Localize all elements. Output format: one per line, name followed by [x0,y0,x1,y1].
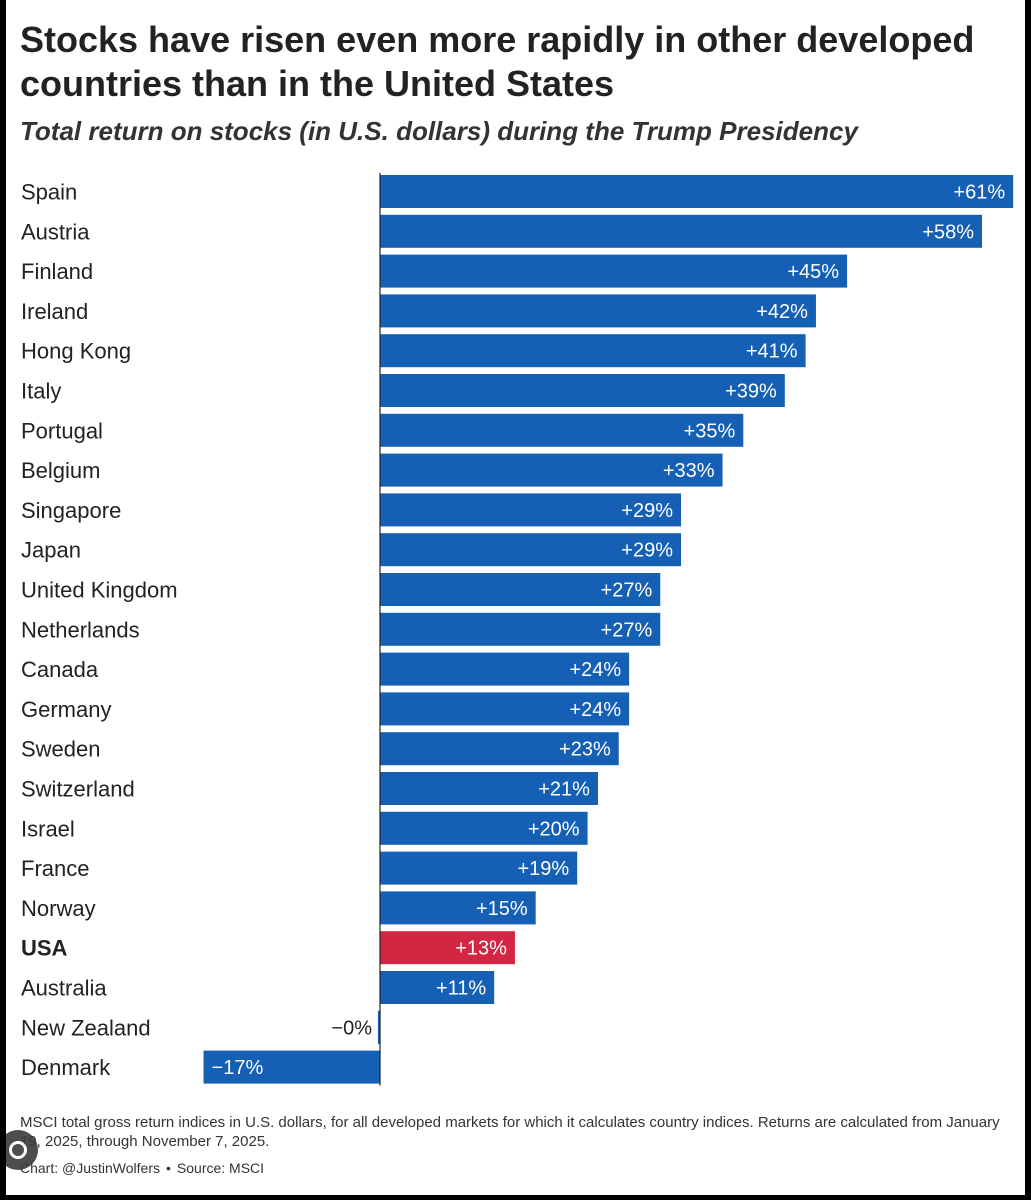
value-label-finland: +45% [787,261,839,283]
category-label-japan: Japan [21,538,81,563]
value-label-sweden: +23% [559,739,611,761]
bar-usa [380,931,515,965]
bar-belgium [380,453,723,487]
value-label-france: +19% [518,858,570,880]
credit-line: Chart: @JustinWolfers • Source: MSCI [20,1159,264,1177]
category-label-norway: Norway [21,896,96,921]
credit-separator: • [166,1160,171,1176]
value-label-australia: +11% [436,978,486,1000]
bar-australia [380,971,495,1004]
chart-title: Stocks have risen even more rapidly in o… [20,19,975,104]
bar-canada [380,652,630,686]
value-label-germany: +24% [569,699,621,721]
category-label-austria: Austria [21,219,90,244]
category-label-united-kingdom: United Kingdom [21,578,178,603]
category-label-sweden: Sweden [21,737,101,762]
category-label-netherlands: Netherlands [21,617,140,642]
bar-sweden [380,732,619,766]
value-label-ireland: +42% [756,301,808,323]
value-label-spain: +61% [953,182,1005,204]
footnote: MSCI total gross return indices in U.S. … [20,1114,1000,1150]
category-label-israel: Israel [21,816,75,841]
bar-new-zealand [377,1010,380,1044]
category-label-hong-kong: Hong Kong [21,339,131,364]
value-label-denmark: −17% [212,1057,264,1079]
value-label-norway: +15% [476,898,528,920]
bar-italy [380,374,785,407]
chart-credit: Chart: @JustinWolfers [20,1160,160,1176]
category-label-switzerland: Switzerland [21,777,135,802]
bar-netherlands [380,612,661,646]
category-label-canada: Canada [21,657,99,682]
bar-hong-kong [380,334,806,368]
category-label-singapore: Singapore [21,498,121,523]
value-label-canada: +24% [569,659,621,681]
bar-singapore [380,493,682,527]
category-label-spain: Spain [21,180,77,205]
bar-germany [380,692,630,726]
source-credit: Source: MSCI [176,1160,265,1176]
category-label-france: France [21,856,89,881]
bar-austria [380,214,983,248]
bar-norway [380,891,536,925]
value-label-netherlands: +27% [601,619,653,641]
value-label-united-kingdom: +27% [601,580,653,602]
category-label-finland: Finland [21,259,93,284]
chart-page: Stocks have risen even more rapidly in o… [6,0,1025,1195]
bar-japan [380,533,682,567]
value-label-usa: +13% [455,938,507,960]
value-label-singapore: +29% [621,500,673,522]
bar-finland [380,254,848,288]
category-label-germany: Germany [21,697,111,722]
value-label-new-zealand: −0% [331,1017,372,1039]
value-label-portugal: +35% [684,420,736,442]
category-label-new-zealand: New Zealand [21,1015,151,1040]
bar-portugal [380,413,744,447]
category-label-italy: Italy [21,379,61,404]
value-label-switzerland: +21% [538,779,590,801]
bar-united-kingdom [380,573,661,606]
chart-subtitle: Total return on stocks (in U.S. dollars)… [20,116,858,146]
value-label-japan: +29% [621,540,673,562]
bar-spain [380,175,1014,208]
bar-france [380,851,578,885]
value-label-belgium: +33% [663,460,715,482]
category-label-australia: Australia [21,976,107,1001]
category-label-usa: USA [21,936,68,961]
bar-israel [380,811,588,845]
bar-switzerland [380,772,598,805]
google-lens-icon[interactable] [6,1130,38,1170]
value-label-hong-kong: +41% [746,341,798,363]
bar-denmark [203,1050,380,1084]
category-label-denmark: Denmark [21,1055,111,1080]
category-label-belgium: Belgium [21,458,100,483]
value-label-austria: +58% [922,221,974,243]
category-label-ireland: Ireland [21,299,88,324]
bar-ireland [380,294,816,328]
value-label-italy: +39% [725,381,777,403]
category-label-portugal: Portugal [21,418,103,443]
value-label-israel: +20% [528,818,580,840]
bar-chart: Spain +61% Austria +58% Finland +45% Ireland +4… [21,173,1014,1086]
